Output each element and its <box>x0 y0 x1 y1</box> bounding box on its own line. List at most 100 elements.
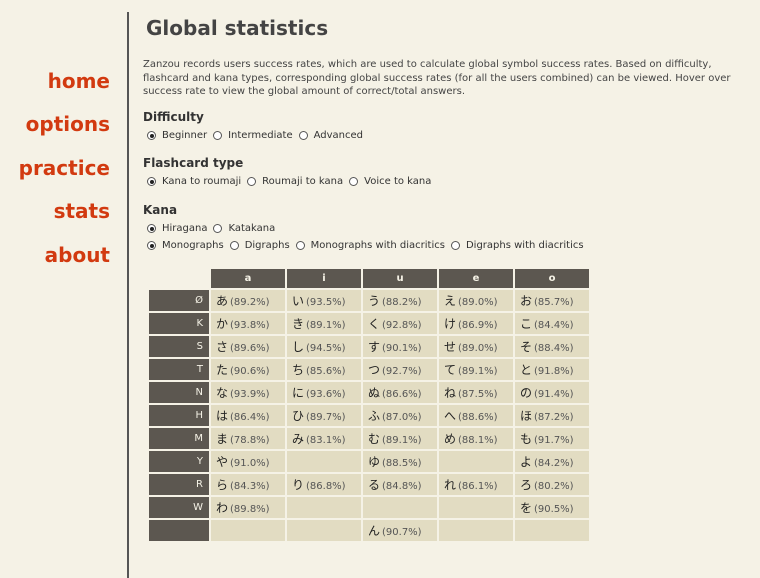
success-rate[interactable]: (89.0%) <box>458 297 498 308</box>
stat-cell[interactable]: め (88.1%) <box>439 428 513 449</box>
success-rate[interactable]: (90.6%) <box>230 366 270 377</box>
success-rate[interactable]: (93.5%) <box>306 297 346 308</box>
success-rate[interactable]: (86.6%) <box>382 389 422 400</box>
stat-cell[interactable]: の (91.4%) <box>515 382 589 403</box>
flashcard-radio-0[interactable] <box>147 177 156 186</box>
script-radio-0[interactable] <box>147 224 156 233</box>
stat-cell[interactable]: ま (78.8%) <box>211 428 285 449</box>
stat-cell[interactable]: ら (84.3%) <box>211 474 285 495</box>
stat-cell[interactable]: く (92.8%) <box>363 313 437 334</box>
success-rate[interactable]: (89.1%) <box>306 320 346 331</box>
success-rate[interactable]: (93.6%) <box>306 389 346 400</box>
difficulty-radio-1[interactable] <box>213 131 223 140</box>
flashcard-option-voice-to-kana[interactable]: Voice to kana <box>349 176 431 187</box>
stat-cell[interactable]: や (91.0%) <box>211 451 285 472</box>
stat-cell[interactable]: ち (85.6%) <box>287 359 361 380</box>
success-rate[interactable]: (89.1%) <box>382 435 422 446</box>
stat-cell[interactable]: せ (89.0%) <box>439 336 513 357</box>
stat-cell[interactable]: こ (84.4%) <box>515 313 589 334</box>
stat-cell[interactable]: ろ (80.2%) <box>515 474 589 495</box>
stat-cell[interactable]: ゆ (88.5%) <box>363 451 437 472</box>
stat-cell[interactable]: ふ (87.0%) <box>363 405 437 426</box>
success-rate[interactable]: (94.5%) <box>306 343 346 354</box>
type-radio-2[interactable] <box>295 241 305 250</box>
stat-cell[interactable]: は (86.4%) <box>211 405 285 426</box>
type-radio-0[interactable] <box>147 241 156 250</box>
script-radio-1[interactable] <box>213 224 223 233</box>
stat-cell[interactable]: わ (89.8%) <box>211 497 285 518</box>
stat-cell[interactable]: た (90.6%) <box>211 359 285 380</box>
difficulty-option-advanced[interactable]: Advanced <box>298 130 363 141</box>
success-rate[interactable]: (87.5%) <box>458 389 498 400</box>
success-rate[interactable]: (92.8%) <box>382 320 422 331</box>
kana-option-monographs-diacritics[interactable]: Monographs with diacritics <box>295 240 445 251</box>
type-radio-3[interactable] <box>450 241 460 250</box>
success-rate[interactable]: (91.7%) <box>534 435 574 446</box>
stat-cell[interactable]: か (93.8%) <box>211 313 285 334</box>
success-rate[interactable]: (91.0%) <box>230 458 270 469</box>
success-rate[interactable]: (90.7%) <box>382 527 422 538</box>
success-rate[interactable]: (85.6%) <box>306 366 346 377</box>
success-rate[interactable]: (86.4%) <box>230 412 270 423</box>
success-rate[interactable]: (80.2%) <box>534 481 574 492</box>
stat-cell[interactable]: そ (88.4%) <box>515 336 589 357</box>
difficulty-option-beginner[interactable]: Beginner <box>147 130 207 141</box>
stat-cell[interactable]: れ (86.1%) <box>439 474 513 495</box>
success-rate[interactable]: (84.2%) <box>534 458 574 469</box>
success-rate[interactable]: (92.7%) <box>382 366 422 377</box>
stat-cell[interactable]: え (89.0%) <box>439 290 513 311</box>
stat-cell[interactable]: る (84.8%) <box>363 474 437 495</box>
stat-cell[interactable]: ほ (87.2%) <box>515 405 589 426</box>
stat-cell[interactable]: も (91.7%) <box>515 428 589 449</box>
success-rate[interactable]: (88.1%) <box>458 435 498 446</box>
success-rate[interactable]: (88.6%) <box>458 412 498 423</box>
kana-option-monographs[interactable]: Monographs <box>147 240 224 251</box>
success-rate[interactable]: (89.7%) <box>306 412 346 423</box>
stat-cell[interactable]: に (93.6%) <box>287 382 361 403</box>
nav-about-link[interactable]: about <box>44 242 110 267</box>
success-rate[interactable]: (85.7%) <box>534 297 574 308</box>
stat-cell[interactable]: ぬ (86.6%) <box>363 382 437 403</box>
stat-cell[interactable]: み (83.1%) <box>287 428 361 449</box>
flashcard-option-kana-to-roumaji[interactable]: Kana to roumaji <box>147 176 241 187</box>
kana-option-hiragana[interactable]: Hiragana <box>147 223 207 234</box>
success-rate[interactable]: (87.0%) <box>382 412 422 423</box>
kana-option-digraphs-diacritics[interactable]: Digraphs with diacritics <box>450 240 584 251</box>
nav-practice-link[interactable]: practice <box>18 155 110 180</box>
success-rate[interactable]: (91.4%) <box>534 389 574 400</box>
success-rate[interactable]: (86.8%) <box>306 481 346 492</box>
success-rate[interactable]: (91.8%) <box>534 366 574 377</box>
stat-cell[interactable]: け (86.9%) <box>439 313 513 334</box>
stat-cell[interactable]: い (93.5%) <box>287 290 361 311</box>
success-rate[interactable]: (86.9%) <box>458 320 498 331</box>
success-rate[interactable]: (89.8%) <box>230 504 270 515</box>
type-radio-1[interactable] <box>229 241 239 250</box>
stat-cell[interactable]: を (90.5%) <box>515 497 589 518</box>
success-rate[interactable]: (89.2%) <box>230 297 270 308</box>
nav-options-link[interactable]: options <box>25 112 110 137</box>
stat-cell[interactable]: ひ (89.7%) <box>287 405 361 426</box>
success-rate[interactable]: (90.5%) <box>534 504 574 515</box>
stat-cell[interactable]: む (89.1%) <box>363 428 437 449</box>
stat-cell[interactable]: へ (88.6%) <box>439 405 513 426</box>
stat-cell[interactable]: と (91.8%) <box>515 359 589 380</box>
success-rate[interactable]: (89.0%) <box>458 343 498 354</box>
success-rate[interactable]: (84.4%) <box>534 320 574 331</box>
nav-stats-link[interactable]: stats <box>53 199 110 224</box>
success-rate[interactable]: (84.3%) <box>230 481 270 492</box>
stat-cell[interactable]: り (86.8%) <box>287 474 361 495</box>
stat-cell[interactable]: す (90.1%) <box>363 336 437 357</box>
stat-cell[interactable]: よ (84.2%) <box>515 451 589 472</box>
nav-home-link[interactable]: home <box>47 69 110 93</box>
stat-cell[interactable]: し (94.5%) <box>287 336 361 357</box>
stat-cell[interactable]: て (89.1%) <box>439 359 513 380</box>
stat-cell[interactable]: ん (90.7%) <box>363 520 437 541</box>
stat-cell[interactable]: あ (89.2%) <box>211 290 285 311</box>
stat-cell[interactable]: う (88.2%) <box>363 290 437 311</box>
success-rate[interactable]: (87.2%) <box>534 412 574 423</box>
success-rate[interactable]: (89.1%) <box>458 366 498 377</box>
success-rate[interactable]: (90.1%) <box>382 343 422 354</box>
success-rate[interactable]: (88.2%) <box>382 297 422 308</box>
flashcard-radio-1[interactable] <box>247 177 257 186</box>
flashcard-option-roumaji-to-kana[interactable]: Roumaji to kana <box>247 176 343 187</box>
